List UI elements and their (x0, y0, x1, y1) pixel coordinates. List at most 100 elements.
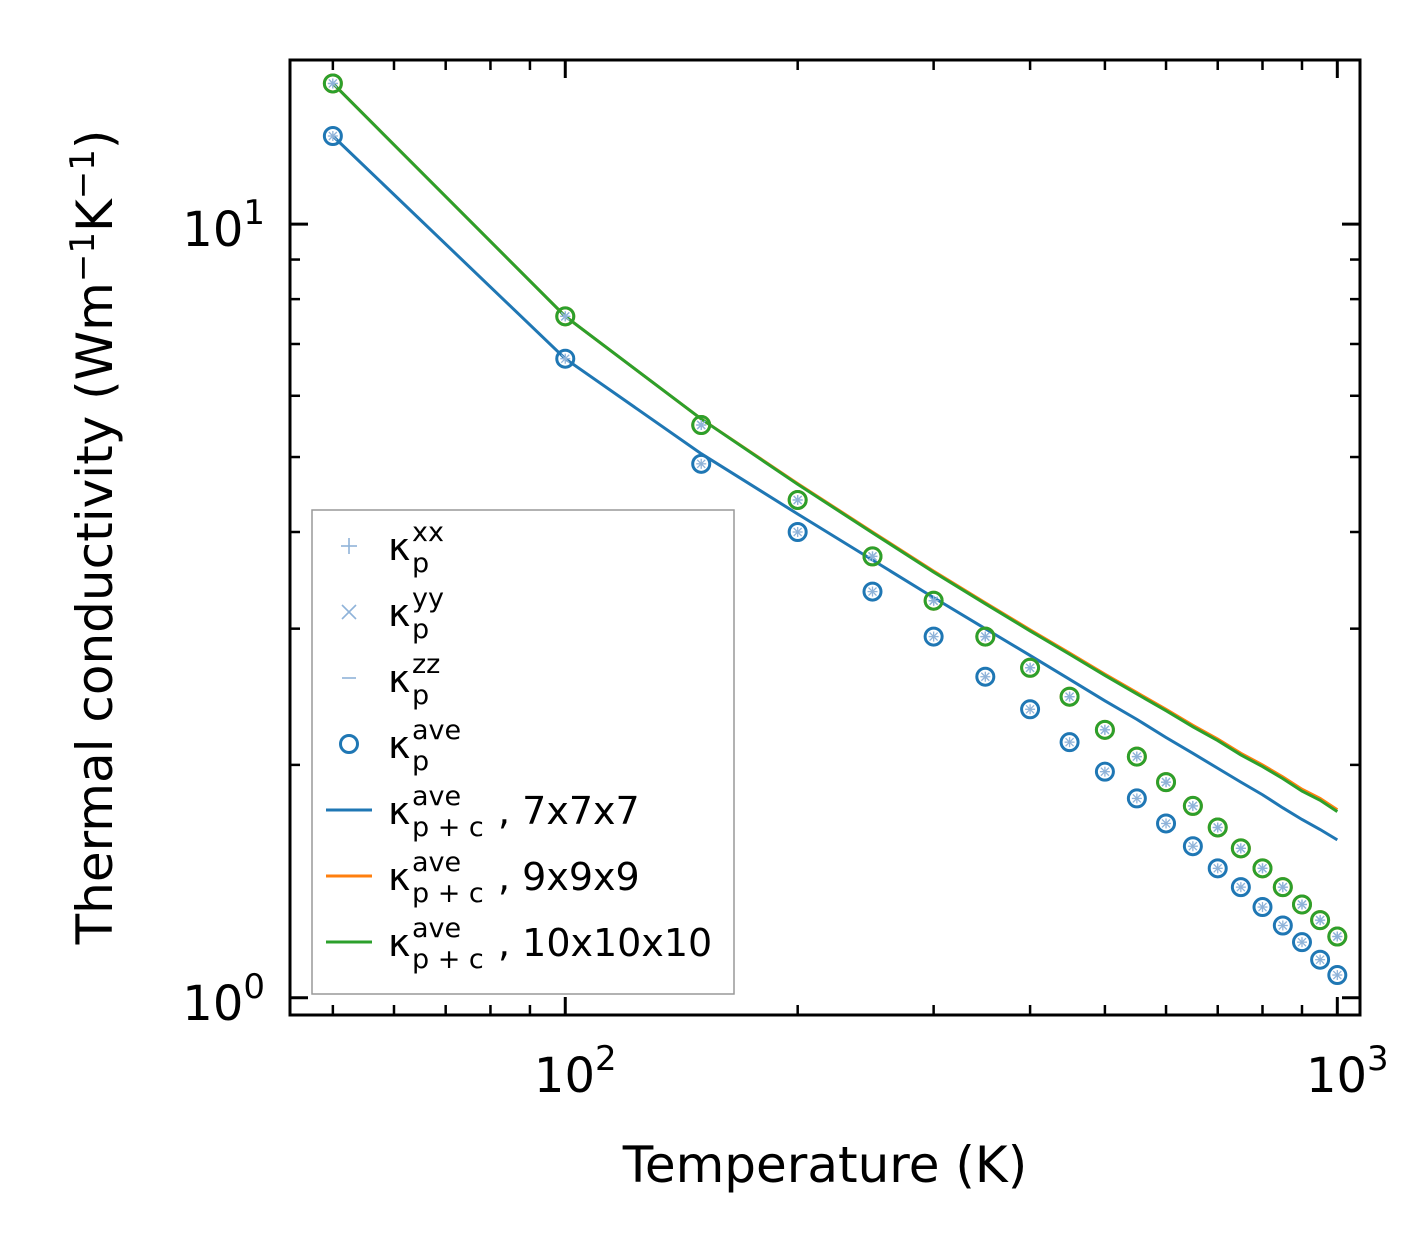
y-axis-label-prefix: Thermal conductivity (Wm (66, 282, 124, 945)
point-7x7x7 (787, 522, 808, 543)
circle-mark (322, 73, 343, 94)
point-7x7x7 (1272, 915, 1293, 936)
x-mark-b (1161, 819, 1171, 828)
point-7x7x7 (1182, 836, 1203, 857)
point-7x7x7 (1252, 897, 1273, 918)
circle-mark (975, 666, 996, 687)
point-10x10x10 (787, 489, 808, 510)
point-10x10x10 (691, 415, 712, 436)
point-7x7x7 (555, 348, 576, 369)
legend-subscript: p (412, 614, 429, 645)
tick-labels: 10 2 103 100 101 (182, 193, 1388, 1104)
line-7x7x7 (331, 134, 1339, 842)
y-axis-label-suffix: ) (66, 130, 124, 150)
point-10x10x10 (1310, 910, 1331, 931)
x-mark-b (980, 632, 990, 642)
x-axis-label: Temperature (K) (622, 1136, 1027, 1194)
legend-symbol: κ (388, 657, 410, 701)
x-mark-b (1332, 932, 1342, 941)
y-tick-label: 101 (182, 193, 265, 258)
legend-subscript: p (412, 680, 429, 711)
circle-mark (1156, 772, 1177, 793)
legend-superscript: yy (412, 583, 444, 614)
x-mark-b (1297, 900, 1307, 909)
x-mark-b (1025, 663, 1035, 673)
legend-entry: κxx p (341, 517, 444, 579)
x-tick-label-exp: 3 (1367, 1039, 1389, 1079)
point-7x7x7 (975, 666, 996, 687)
x-tick-label: 103 (1306, 1039, 1389, 1104)
circle-mark (1126, 746, 1147, 767)
legend-label: κave p + c , 7x7x7 (388, 781, 640, 843)
x-tick-label-exp: 2 (595, 1039, 617, 1079)
legend-entry: κave p (339, 715, 461, 777)
circle-mark (1182, 795, 1203, 816)
x-mark-b (696, 420, 706, 430)
point-7x7x7 (1156, 813, 1177, 834)
x-mark-b (1100, 767, 1110, 777)
legend-label-suffix: , 7x7x7 (498, 789, 640, 833)
x-mark-b (980, 672, 990, 682)
legend-circle-icon (339, 734, 359, 754)
point-7x7x7 (1020, 699, 1041, 720)
x-mark-b (793, 495, 803, 505)
circle-mark (1310, 910, 1331, 931)
x-mark-b (1161, 777, 1171, 787)
circle-mark (1094, 719, 1115, 740)
legend-box (311, 509, 735, 995)
circle-mark (1272, 877, 1293, 898)
circle-mark (975, 626, 996, 647)
legend-superscript: xx (412, 517, 444, 548)
point-10x10x10 (1252, 858, 1273, 879)
legend-symbol: κ (388, 855, 410, 899)
circle-mark (1252, 897, 1273, 918)
x-mark-b (1188, 841, 1198, 851)
point-7x7x7 (691, 453, 712, 474)
legend-entry: κzz p (342, 649, 440, 711)
circle-mark (322, 126, 343, 147)
circle-mark (1156, 813, 1177, 834)
legend-x-icon (341, 604, 357, 620)
circle-mark (787, 489, 808, 510)
legend-label: κave p + c , 10x10x10 (388, 913, 712, 975)
x-mark-b (929, 596, 939, 606)
y-tick-label: 100 (182, 967, 265, 1032)
point-7x7x7 (322, 126, 343, 147)
x-mark-b (1213, 863, 1223, 873)
circle-mark (1059, 732, 1080, 753)
point-10x10x10 (1059, 686, 1080, 707)
line-10x10x10 (331, 82, 1339, 813)
point-10x10x10 (1291, 894, 1312, 915)
y-axis-label-mid: K (66, 198, 124, 232)
x-mark-b (1132, 793, 1142, 803)
point-7x7x7 (1310, 949, 1331, 970)
point-7x7x7 (1094, 761, 1115, 782)
x-mark-b (1100, 725, 1110, 735)
point-7x7x7 (1230, 877, 1251, 898)
legend-subscript: p + c (412, 812, 484, 843)
x-mark-b (696, 459, 706, 469)
circle-mark (1327, 965, 1348, 986)
x-mark-b (1025, 704, 1035, 714)
point-7x7x7 (1126, 788, 1147, 809)
y-axis-label-sup2: −1 (63, 149, 103, 199)
circle-mark (1327, 926, 1348, 947)
circle-mark (1020, 699, 1041, 720)
point-7x7x7 (1327, 965, 1348, 986)
circle-mark (691, 453, 712, 474)
circle-mark (1252, 858, 1273, 879)
y-tick-label-base: 10 (182, 202, 243, 258)
point-10x10x10 (1230, 838, 1251, 859)
legend-superscript: zz (412, 649, 440, 680)
x-mark-b (1278, 921, 1288, 930)
point-10x10x10 (923, 590, 944, 611)
point-10x10x10 (1207, 817, 1228, 838)
legend-label: κave p (388, 715, 461, 777)
circle-mark (1230, 877, 1251, 898)
point-7x7x7 (1207, 858, 1228, 879)
point-10x10x10 (1020, 657, 1041, 678)
x-mark-b (1065, 737, 1075, 747)
legend-label: κzz p (388, 649, 440, 711)
legend-label: κyy p (388, 583, 444, 645)
